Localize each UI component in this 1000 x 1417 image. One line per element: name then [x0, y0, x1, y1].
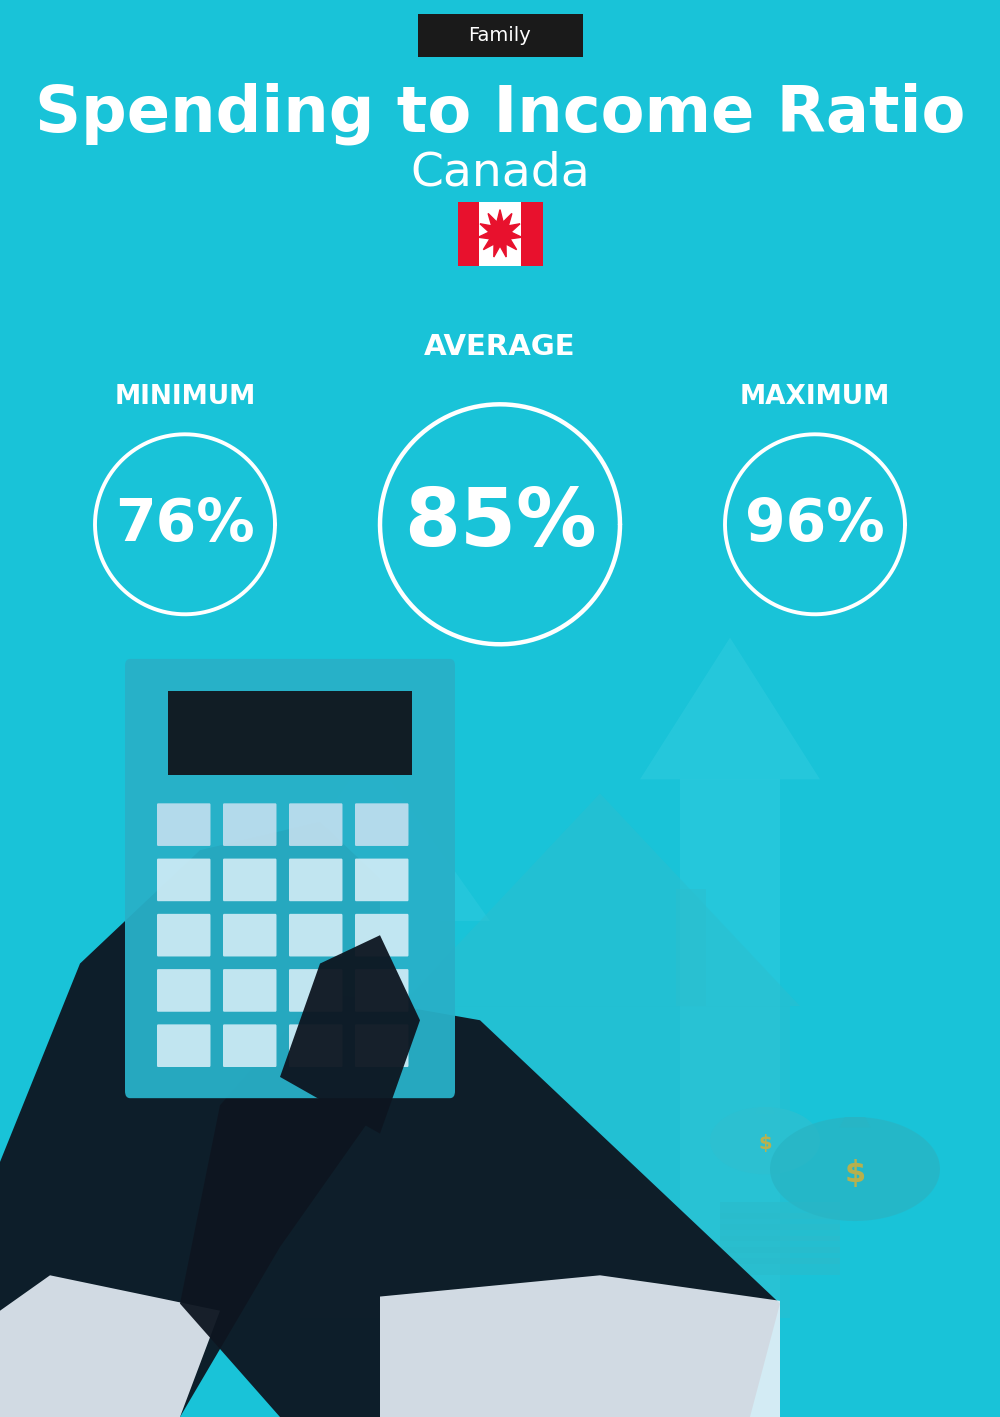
Text: MAXIMUM: MAXIMUM	[740, 384, 890, 410]
Polygon shape	[250, 751, 490, 921]
Polygon shape	[640, 638, 820, 779]
Polygon shape	[0, 1275, 220, 1417]
FancyBboxPatch shape	[223, 859, 276, 901]
FancyBboxPatch shape	[720, 1224, 840, 1241]
FancyBboxPatch shape	[720, 1258, 840, 1275]
FancyBboxPatch shape	[157, 1024, 210, 1067]
Polygon shape	[840, 1117, 870, 1128]
Text: Canada: Canada	[410, 150, 590, 196]
FancyBboxPatch shape	[157, 969, 210, 1012]
FancyBboxPatch shape	[157, 859, 210, 901]
Text: AVERAGE: AVERAGE	[424, 333, 576, 361]
Text: $: $	[758, 1134, 772, 1153]
FancyBboxPatch shape	[418, 14, 582, 57]
Text: 96%: 96%	[745, 496, 885, 553]
Polygon shape	[280, 935, 420, 1134]
Text: 85%: 85%	[404, 485, 596, 564]
FancyBboxPatch shape	[355, 969, 408, 1012]
FancyBboxPatch shape	[355, 914, 408, 956]
Polygon shape	[570, 1199, 630, 1318]
FancyBboxPatch shape	[289, 969, 342, 1012]
Polygon shape	[410, 1006, 790, 1318]
Polygon shape	[770, 1117, 940, 1221]
FancyBboxPatch shape	[223, 914, 276, 956]
Polygon shape	[300, 921, 440, 1318]
FancyBboxPatch shape	[223, 803, 276, 846]
FancyBboxPatch shape	[479, 203, 521, 265]
Polygon shape	[676, 890, 706, 1006]
Polygon shape	[710, 1107, 820, 1175]
Text: Spending to Income Ratio: Spending to Income Ratio	[35, 82, 965, 145]
Text: Family: Family	[469, 26, 531, 45]
FancyBboxPatch shape	[157, 914, 210, 956]
Text: 76%: 76%	[115, 496, 255, 553]
FancyBboxPatch shape	[355, 859, 408, 901]
Text: $: $	[844, 1159, 866, 1187]
FancyBboxPatch shape	[157, 803, 210, 846]
Text: MINIMUM: MINIMUM	[114, 384, 256, 410]
Polygon shape	[0, 822, 380, 1417]
FancyBboxPatch shape	[458, 203, 479, 265]
Polygon shape	[380, 1275, 780, 1417]
FancyBboxPatch shape	[720, 1247, 840, 1264]
FancyBboxPatch shape	[289, 914, 342, 956]
FancyBboxPatch shape	[355, 1024, 408, 1067]
FancyBboxPatch shape	[720, 1236, 840, 1253]
FancyBboxPatch shape	[289, 859, 342, 901]
FancyBboxPatch shape	[720, 1202, 840, 1219]
Polygon shape	[680, 779, 780, 1318]
FancyBboxPatch shape	[355, 803, 408, 846]
Polygon shape	[755, 1107, 775, 1114]
FancyBboxPatch shape	[125, 659, 455, 1098]
Polygon shape	[400, 794, 800, 1006]
FancyBboxPatch shape	[521, 203, 542, 265]
Polygon shape	[180, 992, 780, 1417]
FancyBboxPatch shape	[289, 1024, 342, 1067]
FancyBboxPatch shape	[289, 803, 342, 846]
FancyBboxPatch shape	[168, 691, 412, 775]
FancyBboxPatch shape	[223, 969, 276, 1012]
Polygon shape	[478, 210, 522, 256]
FancyBboxPatch shape	[223, 1024, 276, 1067]
FancyBboxPatch shape	[720, 1213, 840, 1230]
